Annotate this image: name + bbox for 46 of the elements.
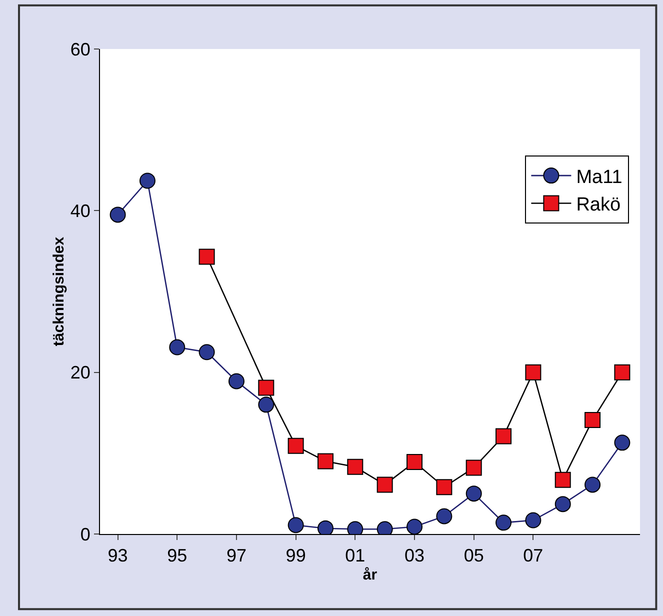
point: [614, 434, 630, 451]
point: [317, 453, 334, 470]
legend-label: Ma11: [576, 166, 622, 188]
point: [496, 428, 512, 444]
point: [584, 476, 601, 493]
point: [139, 172, 156, 189]
point: [406, 454, 423, 470]
point: [496, 514, 512, 531]
x-tick-label: 97: [226, 546, 246, 566]
point: [436, 479, 452, 496]
x-tick-label: 03: [404, 546, 425, 566]
x-tick-label: 07: [523, 546, 544, 566]
x-tick-label: 01: [345, 546, 366, 566]
point: [584, 412, 601, 428]
point: [198, 248, 215, 265]
point: [288, 438, 304, 454]
y-tick-label: 20: [70, 362, 90, 383]
x-tick-label: 05: [464, 546, 484, 566]
point: [466, 486, 482, 502]
point: [347, 458, 364, 475]
point: [317, 520, 334, 534]
point: [376, 476, 393, 493]
point: [554, 496, 571, 512]
point: [525, 364, 542, 380]
point: [169, 339, 186, 356]
point: [525, 512, 542, 528]
point: [554, 472, 571, 488]
point: [436, 508, 452, 524]
point: [258, 396, 274, 413]
point: [614, 364, 630, 380]
point: [406, 518, 423, 534]
y-tick-label: 60: [70, 39, 90, 60]
point: [258, 380, 274, 396]
point: [110, 206, 126, 223]
legend-label: Rakö: [576, 194, 621, 216]
x-tick-label: 95: [167, 546, 188, 566]
y-axis-title: täckningsindex: [50, 236, 68, 346]
y-tick-label: 0: [80, 524, 90, 544]
point: [288, 517, 304, 534]
x-tick-label: 99: [286, 546, 306, 566]
point: [228, 373, 244, 390]
x-tick-label: 93: [108, 546, 128, 566]
y-tick-label: 40: [70, 200, 90, 221]
point: [198, 344, 215, 360]
x-axis-title: år: [362, 566, 378, 584]
point: [466, 460, 482, 476]
